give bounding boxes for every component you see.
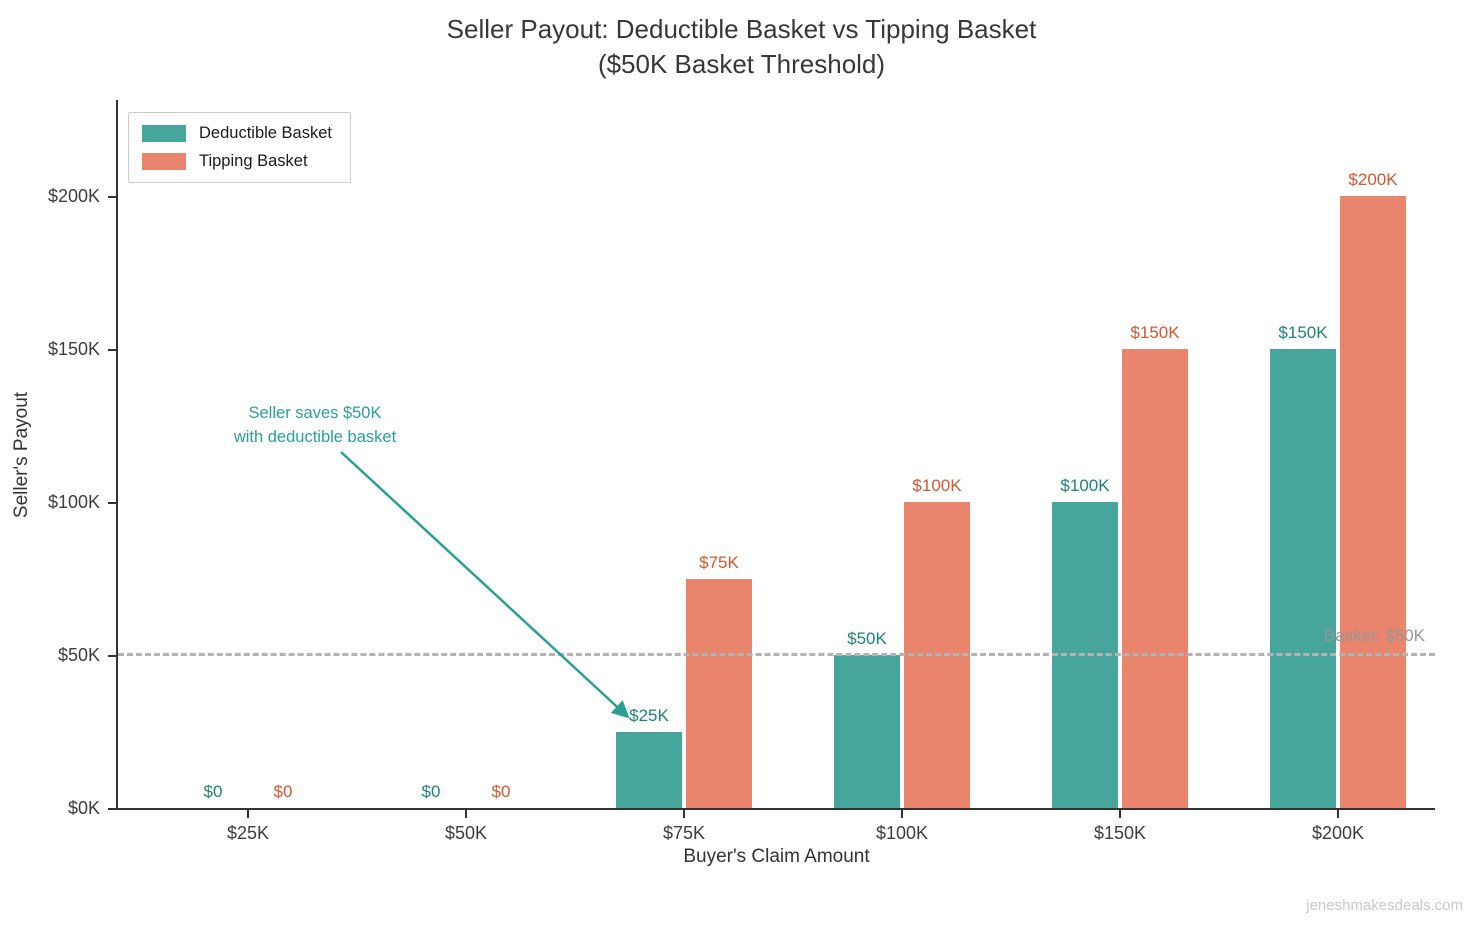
x-tick-label: $100K xyxy=(875,823,929,843)
y-tick-label: $150K xyxy=(47,339,100,359)
bar-value-label: $200K xyxy=(1348,170,1398,189)
chart-title-line1: Seller Payout: Deductible Basket vs Tipp… xyxy=(446,14,1037,44)
legend-swatch-tipping xyxy=(142,153,186,170)
y-tick-label: $100K xyxy=(47,492,100,512)
y-tick-label: $50K xyxy=(57,645,100,665)
x-tick-mark xyxy=(901,810,903,818)
y-axis-line xyxy=(116,100,118,810)
y-tick-label: $0K xyxy=(67,798,100,818)
bar-tipping xyxy=(1122,349,1188,808)
x-tick-mark xyxy=(1337,810,1339,818)
bar-value-label: $50K xyxy=(847,629,887,648)
y-tick-mark xyxy=(108,655,116,657)
threshold-label: Basket: $50K xyxy=(1323,626,1425,645)
bar-value-label: $25K xyxy=(629,705,669,725)
legend-item-tipping: Tipping Basket xyxy=(142,152,332,171)
x-tick-mark xyxy=(465,810,467,818)
bar-value-label: $0 xyxy=(203,782,223,801)
y-tick-mark xyxy=(108,502,116,504)
x-tick-label: $200K xyxy=(1311,823,1365,843)
y-tick-mark xyxy=(108,808,116,810)
annotation-line2: with deductible basket xyxy=(233,428,397,446)
legend-swatch-deductible xyxy=(142,125,186,142)
legend-label-tipping: Tipping Basket xyxy=(199,152,308,170)
bar-deductible xyxy=(834,655,900,808)
chart-title-line2: ($50K Basket Threshold) xyxy=(597,49,886,79)
bar-value-label: $75K xyxy=(699,552,739,572)
legend-item-deductible: Deductible Basket xyxy=(142,124,332,143)
watermark: jeneshmakesdeals.com xyxy=(1306,897,1463,914)
chart-legend: Deductible Basket Tipping Basket xyxy=(128,112,351,183)
x-tick-mark xyxy=(683,810,685,818)
y-tick-mark xyxy=(108,196,116,198)
annotation-text: Seller saves $50K with deductible basket xyxy=(190,401,440,449)
x-axis-line xyxy=(116,808,1435,810)
bar-tipping xyxy=(1340,196,1406,808)
bar-deductible xyxy=(616,731,682,808)
bar-value-label: $0 xyxy=(273,782,293,801)
bar-deductible xyxy=(1270,349,1336,808)
x-tick-mark xyxy=(1119,810,1121,818)
bar-value-label: $0 xyxy=(491,782,511,801)
bar-value-label: $100K xyxy=(1060,476,1110,495)
legend-label-deductible: Deductible Basket xyxy=(199,124,332,142)
x-tick-mark xyxy=(247,810,249,818)
bar-tipping xyxy=(686,578,752,808)
bar-value-label: $100K xyxy=(912,476,962,495)
threshold-line xyxy=(118,653,1435,656)
x-tick-label: $25K xyxy=(226,823,270,843)
bar-value-label: $150K xyxy=(1278,323,1328,342)
x-axis-label: Buyer's Claim Amount xyxy=(683,846,870,867)
x-tick-label: $50K xyxy=(444,823,488,843)
x-tick-label: $75K xyxy=(662,823,706,843)
bar-value-label: $0 xyxy=(421,782,441,801)
y-tick-mark xyxy=(108,349,116,351)
y-tick-label: $200K xyxy=(47,186,100,206)
x-tick-label: $150K xyxy=(1093,823,1147,843)
bar-value-label: $150K xyxy=(1130,323,1180,342)
chart-title: Seller Payout: Deductible Basket vs Tipp… xyxy=(0,12,1483,82)
annotation-line1: Seller saves $50K xyxy=(248,404,382,422)
